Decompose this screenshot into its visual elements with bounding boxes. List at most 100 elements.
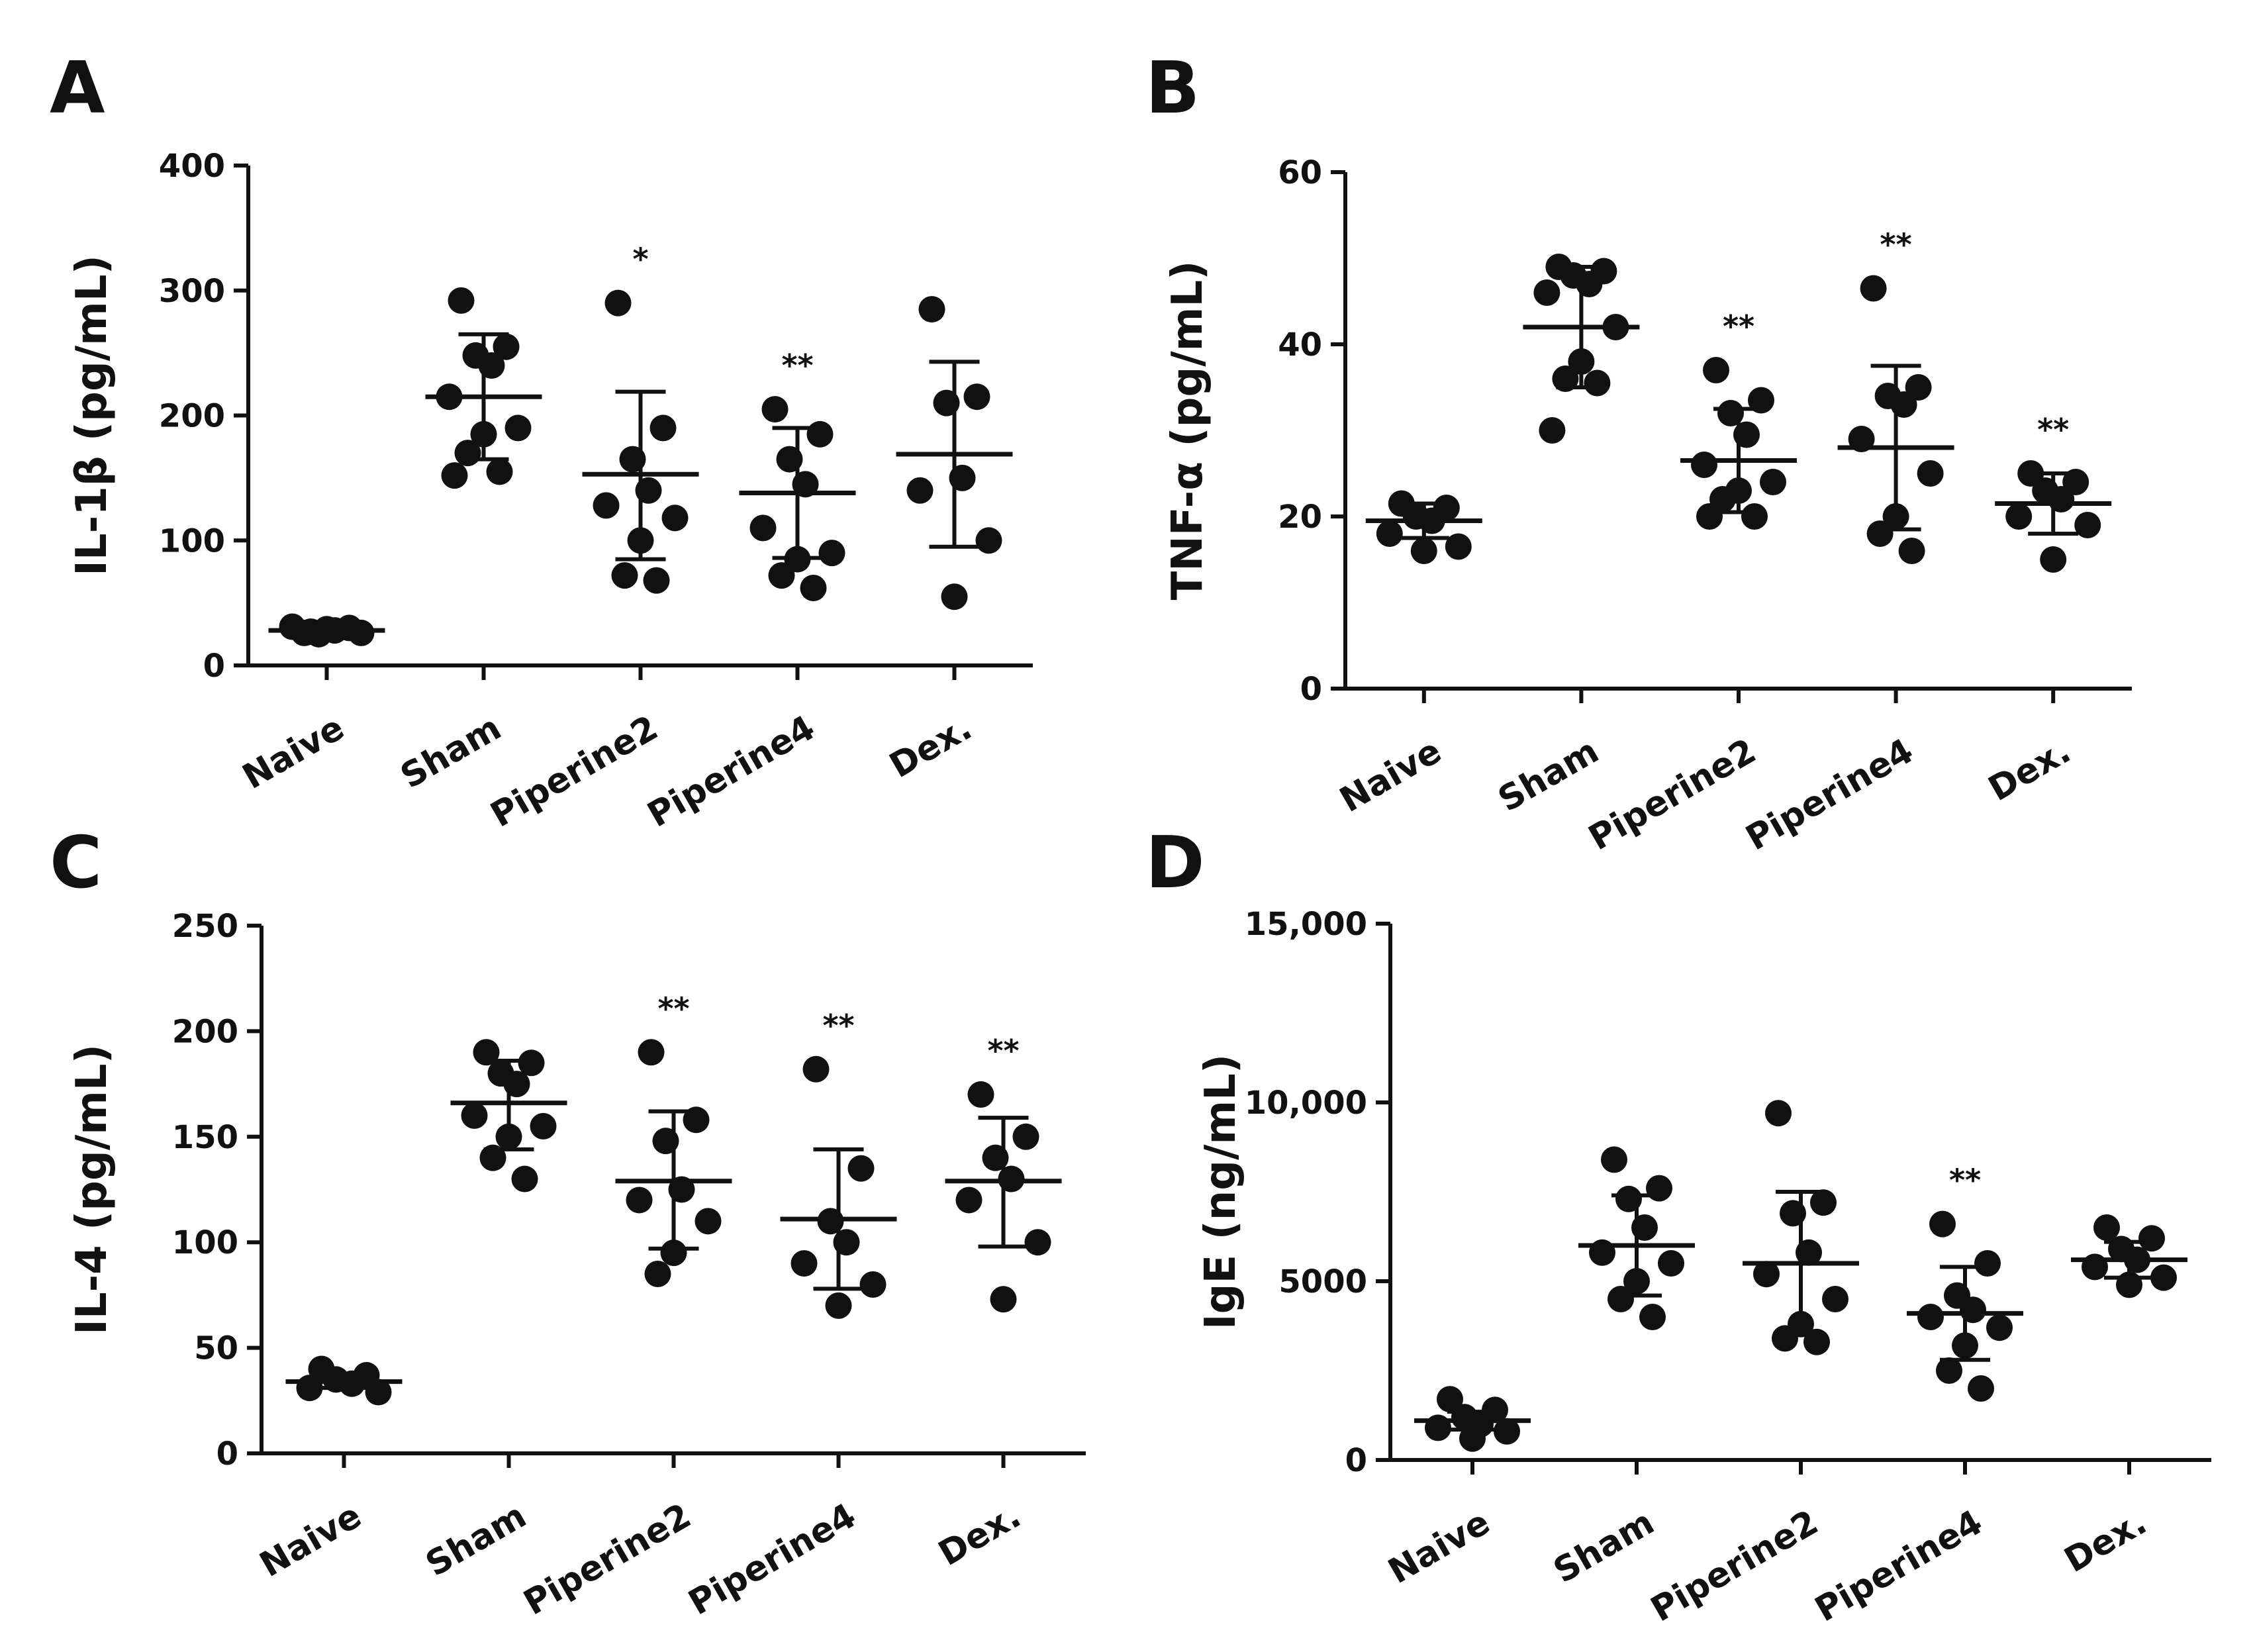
data-point	[1445, 533, 1472, 560]
data-point	[1410, 538, 1437, 564]
data-point	[695, 1208, 722, 1235]
significance-marker: **	[657, 991, 689, 1026]
data-point	[454, 440, 481, 467]
data-point	[825, 1292, 852, 1319]
data-point	[518, 1049, 545, 1077]
x-category-label: Piperine2	[1582, 731, 1763, 858]
x-category-label: Naive	[236, 708, 351, 797]
data-point	[2040, 546, 2067, 573]
data-point	[847, 1155, 875, 1182]
y-tick-label: 200	[172, 1013, 238, 1050]
data-point	[975, 527, 1002, 554]
data-point	[941, 583, 968, 610]
x-category-label: Dex.	[2058, 1502, 2153, 1580]
data-point	[1898, 538, 1925, 564]
data-point	[1696, 503, 1723, 530]
data-point	[806, 420, 834, 448]
x-category-label: Sham	[1492, 731, 1606, 820]
data-point	[1765, 1100, 1792, 1127]
data-point	[800, 574, 827, 601]
y-axis-label: IL-1β (pg/mL)	[68, 255, 117, 576]
data-point	[638, 1039, 665, 1066]
data-point	[2005, 503, 2033, 530]
x-category-label: Piperine4	[641, 708, 822, 835]
data-point	[1494, 1418, 1520, 1445]
data-point	[1772, 1325, 1798, 1352]
data-point	[2138, 1225, 2165, 1252]
data-point	[1539, 417, 1566, 444]
data-point	[441, 462, 468, 489]
data-point	[1607, 1286, 1634, 1312]
data-point	[1929, 1210, 1956, 1238]
panel-letter: C	[50, 822, 102, 904]
data-point	[660, 1239, 687, 1267]
data-point	[604, 289, 632, 316]
significance-marker: **	[987, 1033, 1019, 1069]
x-category-label: Piperine4	[1739, 731, 1920, 858]
data-point	[611, 562, 638, 589]
x-category-label: Sham	[1547, 1502, 1661, 1591]
data-point	[493, 333, 520, 360]
data-point	[1974, 1250, 2001, 1277]
significance-marker: **	[2037, 412, 2069, 448]
data-point	[626, 1187, 653, 1214]
y-tick-label: 0	[1345, 1442, 1367, 1479]
data-point	[2074, 512, 2101, 538]
data-point	[1803, 1328, 1830, 1355]
data-point	[1810, 1189, 1837, 1216]
data-point	[1691, 452, 1717, 478]
significance-marker: *	[632, 242, 648, 277]
x-category-label: Piperine2	[517, 1496, 698, 1623]
data-point	[1437, 1386, 1463, 1413]
data-point	[859, 1271, 887, 1298]
data-point	[644, 1261, 671, 1288]
y-tick-label: 50	[194, 1330, 238, 1367]
data-point	[461, 1102, 488, 1129]
data-point	[1936, 1357, 1962, 1384]
x-category-label: Piperine2	[1645, 1502, 1825, 1629]
y-tick-label: 0	[203, 648, 225, 685]
data-point	[649, 414, 677, 442]
data-point	[1917, 460, 1944, 487]
data-point	[1533, 279, 1560, 306]
y-tick-label: 200	[159, 398, 225, 435]
x-category-label: Dex.	[1982, 731, 2078, 809]
data-point	[1459, 1425, 1486, 1452]
data-point	[2093, 1214, 2120, 1241]
data-point	[1646, 1175, 1672, 1202]
data-point	[593, 492, 620, 519]
x-category-label: Dex.	[883, 708, 979, 786]
data-point	[1601, 1146, 1627, 1173]
y-tick-label: 150	[172, 1119, 238, 1156]
significance-marker: **	[781, 348, 813, 383]
x-category-label: Sham	[394, 708, 508, 797]
significance-marker: **	[1949, 1163, 1981, 1198]
data-point	[1866, 520, 1894, 547]
data-point	[1860, 275, 1887, 302]
x-category-label: Piperine4	[682, 1496, 863, 1623]
data-point	[1376, 520, 1403, 547]
data-point	[963, 383, 990, 411]
x-category-label: Sham	[419, 1496, 533, 1584]
y-axis-label: IL-4 (pg/mL)	[68, 1044, 117, 1335]
data-point	[1968, 1375, 1994, 1402]
data-point	[1822, 1286, 1848, 1312]
data-point	[643, 567, 670, 594]
data-point	[1986, 1314, 2013, 1341]
data-point	[1012, 1123, 1039, 1150]
y-tick-label: 10,000	[1245, 1085, 1367, 1122]
x-category-label: Piperine4	[1809, 1502, 1990, 1629]
data-point	[1760, 469, 1786, 495]
y-tick-label: 300	[159, 273, 225, 310]
data-point	[1584, 369, 1611, 397]
panel-letter: A	[50, 47, 105, 130]
significance-marker: **	[822, 1008, 854, 1044]
y-tick-label: 250	[172, 908, 238, 945]
data-point	[791, 1250, 818, 1277]
y-tick-label: 0	[1300, 671, 1322, 708]
